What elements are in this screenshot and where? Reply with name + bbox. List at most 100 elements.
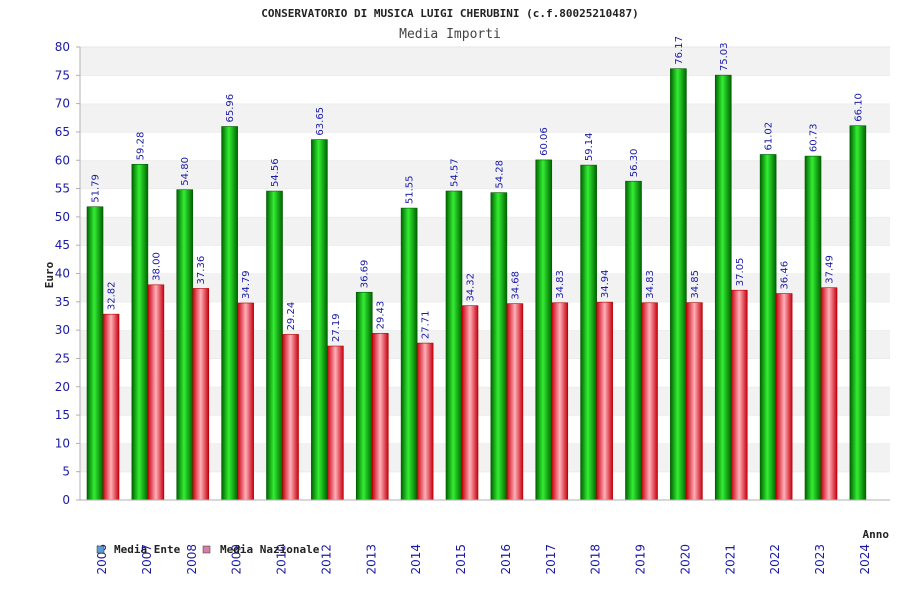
- bar-media-nazionale: [686, 302, 703, 501]
- bar-value-label: 54.56: [270, 158, 281, 187]
- y-tick-label: 40: [55, 267, 70, 281]
- y-tick-label: 60: [55, 153, 70, 167]
- x-tick-label: 2010: [275, 544, 289, 575]
- bar-media-nazionale: [237, 302, 254, 501]
- y-tick-label: 80: [55, 40, 70, 54]
- bar-value-label: 66.10: [853, 93, 864, 122]
- y-tick-label: 25: [55, 351, 70, 365]
- grid-band: [80, 443, 890, 472]
- bar-value-label: 34.83: [645, 270, 656, 299]
- x-axis-ticks: 2006 2007 2008 2009 2010 2012 2013 2014 2015 2016…: [95, 544, 872, 575]
- x-tick-label: 2017: [544, 544, 558, 575]
- bar-media-ente: [490, 192, 508, 501]
- bar-value-label: 60.06: [539, 127, 550, 156]
- bar-media-nazionale: [820, 287, 838, 501]
- bar-media-nazionale: [551, 302, 569, 501]
- grid-band: [80, 471, 890, 500]
- grid-band: [80, 330, 890, 359]
- legend-label-media-nazionale: Media Nazionale: [220, 543, 320, 556]
- bar-media-ente: [266, 190, 283, 501]
- grid-band: [80, 216, 890, 246]
- x-tick-label: 2022: [768, 544, 782, 575]
- legend-swatch-media-ente: [96, 545, 105, 554]
- bar-value-label: 38.00: [151, 252, 162, 281]
- x-tick-label: 2020: [678, 544, 692, 575]
- bar-media-ente: [176, 189, 194, 501]
- bar-value-label: 54.28: [494, 160, 505, 189]
- bar-media-ente: [311, 139, 328, 501]
- bar-value-label: 27.19: [331, 313, 342, 342]
- bar-value-label: 63.65: [315, 107, 326, 136]
- bar-value-label: 61.02: [764, 122, 775, 151]
- x-tick-label: 2012: [319, 544, 333, 575]
- bar-media-nazionale: [775, 293, 793, 501]
- grid-band: [80, 415, 890, 444]
- bar-value-label: 36.69: [360, 260, 371, 289]
- y-axis-label: Euro: [43, 261, 56, 288]
- x-tick-label: 2009: [230, 544, 244, 575]
- bar-media-ente: [714, 74, 732, 501]
- chart-title: CONSERVATORIO DI MUSICA LUIGI CHERUBINI …: [261, 7, 639, 20]
- bar-value-label: 51.55: [405, 175, 416, 204]
- y-tick-label: 50: [55, 210, 70, 224]
- bar-media-nazionale: [416, 342, 434, 501]
- grid-band: [80, 188, 890, 217]
- bar-media-nazionale: [641, 302, 658, 501]
- bar-value-label: 37.05: [735, 258, 746, 287]
- y-tick-label: 65: [55, 125, 70, 139]
- bar-value-label: 59.28: [135, 132, 146, 161]
- bar-value-label: 60.73: [809, 123, 820, 152]
- x-tick-label: 2024: [858, 544, 872, 575]
- bar-value-label: 32.82: [107, 282, 118, 311]
- bar-value-label: 76.17: [674, 36, 685, 65]
- y-tick-label: 75: [55, 68, 70, 82]
- bar-labels-group: 51.79 32.82 59.28 38.00 54.80 37.36 65.96 34.79…: [91, 36, 865, 342]
- bar-media-nazionale: [371, 333, 389, 501]
- grid-band: [80, 358, 890, 387]
- bar-value-label: 36.46: [780, 261, 791, 290]
- bar-media-ente: [355, 291, 373, 501]
- bar-media-nazionale: [461, 305, 479, 501]
- bar-value-label: 65.96: [225, 94, 236, 123]
- bar-media-nazionale: [730, 289, 748, 501]
- bar-media-ente: [849, 125, 867, 501]
- y-tick-label: 30: [55, 323, 70, 337]
- bar-value-label: 34.68: [510, 271, 521, 300]
- x-tick-label: 2019: [634, 544, 648, 575]
- x-tick-label: 2016: [499, 544, 513, 575]
- y-tick-label: 0: [62, 493, 70, 507]
- bar-media-ente: [535, 159, 553, 501]
- grid-band: [80, 301, 890, 331]
- legend: Media Ente Media Nazionale: [96, 543, 320, 556]
- bar-media-nazionale: [102, 313, 120, 501]
- bar-media-nazionale: [596, 301, 613, 501]
- bar-value-label: 54.57: [450, 158, 461, 187]
- bar-media-ente: [400, 207, 418, 501]
- bar-value-label: 34.32: [466, 273, 477, 302]
- legend-label-media-ente: Media Ente: [114, 543, 181, 556]
- chart-subtitle: Media Importi: [399, 27, 501, 42]
- x-tick-label: 2013: [364, 544, 378, 575]
- bar-media-ente: [670, 68, 687, 501]
- x-tick-label: 2021: [723, 544, 737, 575]
- bar-media-nazionale: [327, 345, 344, 501]
- y-tick-label: 5: [62, 465, 70, 479]
- bar-value-label: 54.80: [180, 157, 191, 186]
- bar-media-nazionale: [282, 334, 299, 501]
- bar-value-label: 34.85: [690, 270, 701, 299]
- bar-media-ente: [86, 206, 104, 501]
- bar-value-label: 27.71: [421, 310, 432, 339]
- bar-value-label: 34.83: [555, 270, 566, 299]
- bar-media-ente: [625, 180, 642, 501]
- bar-value-label: 37.49: [825, 255, 836, 284]
- grid-band: [80, 386, 890, 416]
- grid-band: [80, 245, 890, 274]
- bar-media-nazionale: [192, 288, 210, 501]
- bar-value-label: 59.14: [584, 132, 595, 161]
- bar-value-label: 51.79: [91, 174, 102, 203]
- y-tick-label: 10: [55, 436, 70, 450]
- x-tick-label: 2023: [813, 544, 827, 575]
- bar-media-nazionale: [147, 284, 165, 501]
